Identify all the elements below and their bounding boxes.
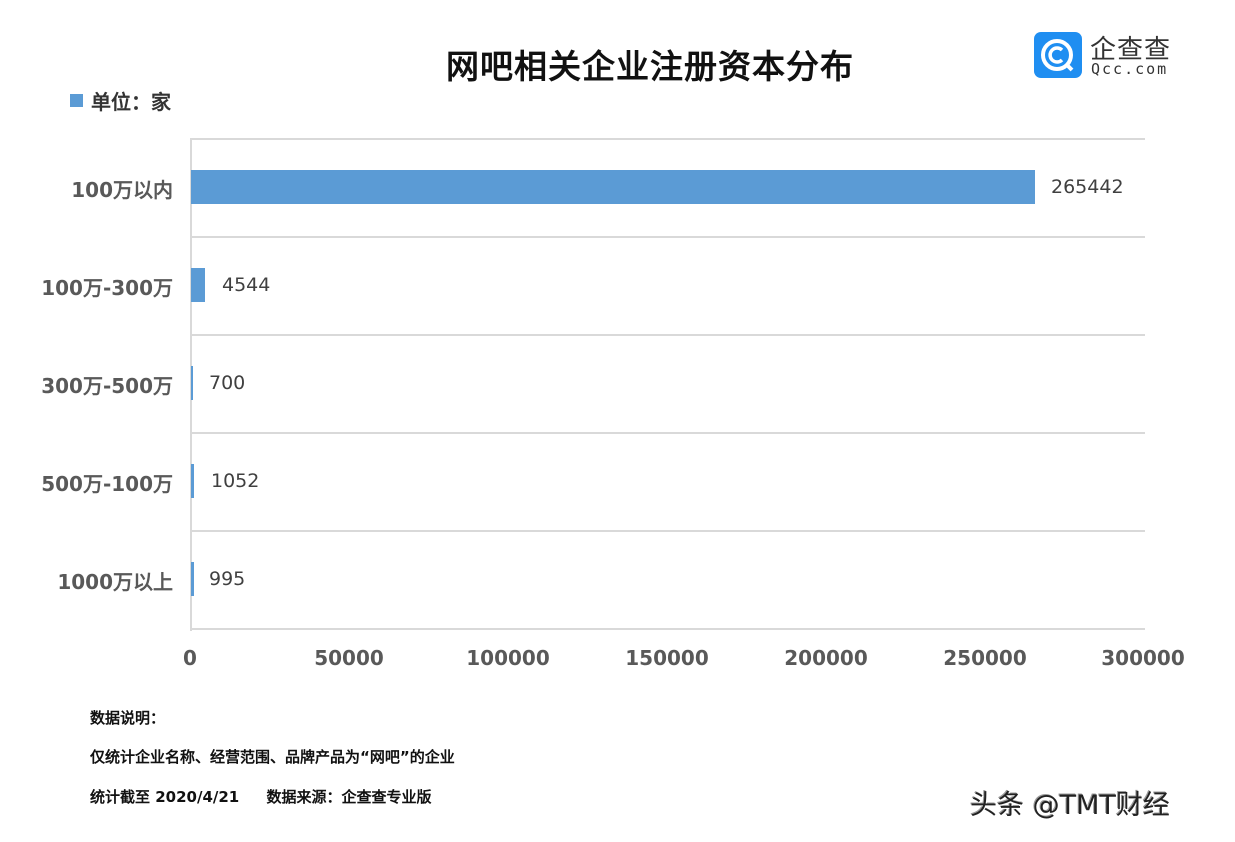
x-tick: 150000 [625, 646, 709, 670]
qcc-logo-icon [1034, 32, 1082, 78]
x-tick: 200000 [784, 646, 868, 670]
x-tick: 100000 [466, 646, 550, 670]
gridline [190, 334, 1145, 336]
bar-100w-300w [191, 268, 205, 302]
data-label: 995 [209, 568, 246, 590]
bar-100w-below [191, 170, 1035, 204]
logo-name-cn: 企查查 [1090, 35, 1172, 65]
bar-1000w-above [191, 562, 194, 596]
category-label: 100万以内 [71, 178, 173, 202]
category-label: 500万-100万 [41, 472, 173, 496]
category-label: 1000万以上 [57, 570, 173, 594]
legend-swatch [70, 94, 83, 107]
gridline [190, 236, 1145, 238]
chart-title: 网吧相关企业注册资本分布 [446, 47, 854, 86]
bar-300w-500w [191, 366, 193, 400]
note-title: 数据说明： [90, 709, 166, 727]
x-axis-line [190, 628, 1145, 630]
legend-label: 单位：家 [91, 90, 171, 114]
data-label: 700 [209, 372, 246, 394]
category-label: 300万-500万 [41, 374, 173, 398]
gridline [190, 530, 1145, 532]
note-text: 仅统计企业名称、经营范围、品牌产品为“网吧”的企业 [90, 748, 455, 766]
data-label: 1052 [211, 470, 260, 492]
x-tick: 50000 [314, 646, 384, 670]
footer-meta: 统计截至 2020/4/21 数据来源：企查查专业版 [90, 786, 454, 807]
legend: 单位：家 [70, 86, 171, 115]
gridline [190, 432, 1145, 434]
x-tick: 250000 [943, 646, 1027, 670]
data-label: 265442 [1051, 176, 1124, 198]
data-source: 数据来源：企查查专业版 [266, 788, 432, 806]
qcc-logo: 企查查 Qcc.com [1034, 32, 1184, 80]
stat-date: 统计截至 2020/4/21 [90, 788, 240, 806]
watermark: 头条 @TMT财经 [970, 790, 1170, 821]
logo-name-en: Qcc.com [1091, 60, 1169, 78]
bar-500w-1000w [191, 464, 194, 498]
category-label: 100万-300万 [41, 276, 173, 300]
x-tick: 300000 [1101, 646, 1185, 670]
data-label: 4544 [222, 274, 271, 296]
x-tick: 0 [183, 646, 197, 670]
gridline [190, 138, 1145, 140]
